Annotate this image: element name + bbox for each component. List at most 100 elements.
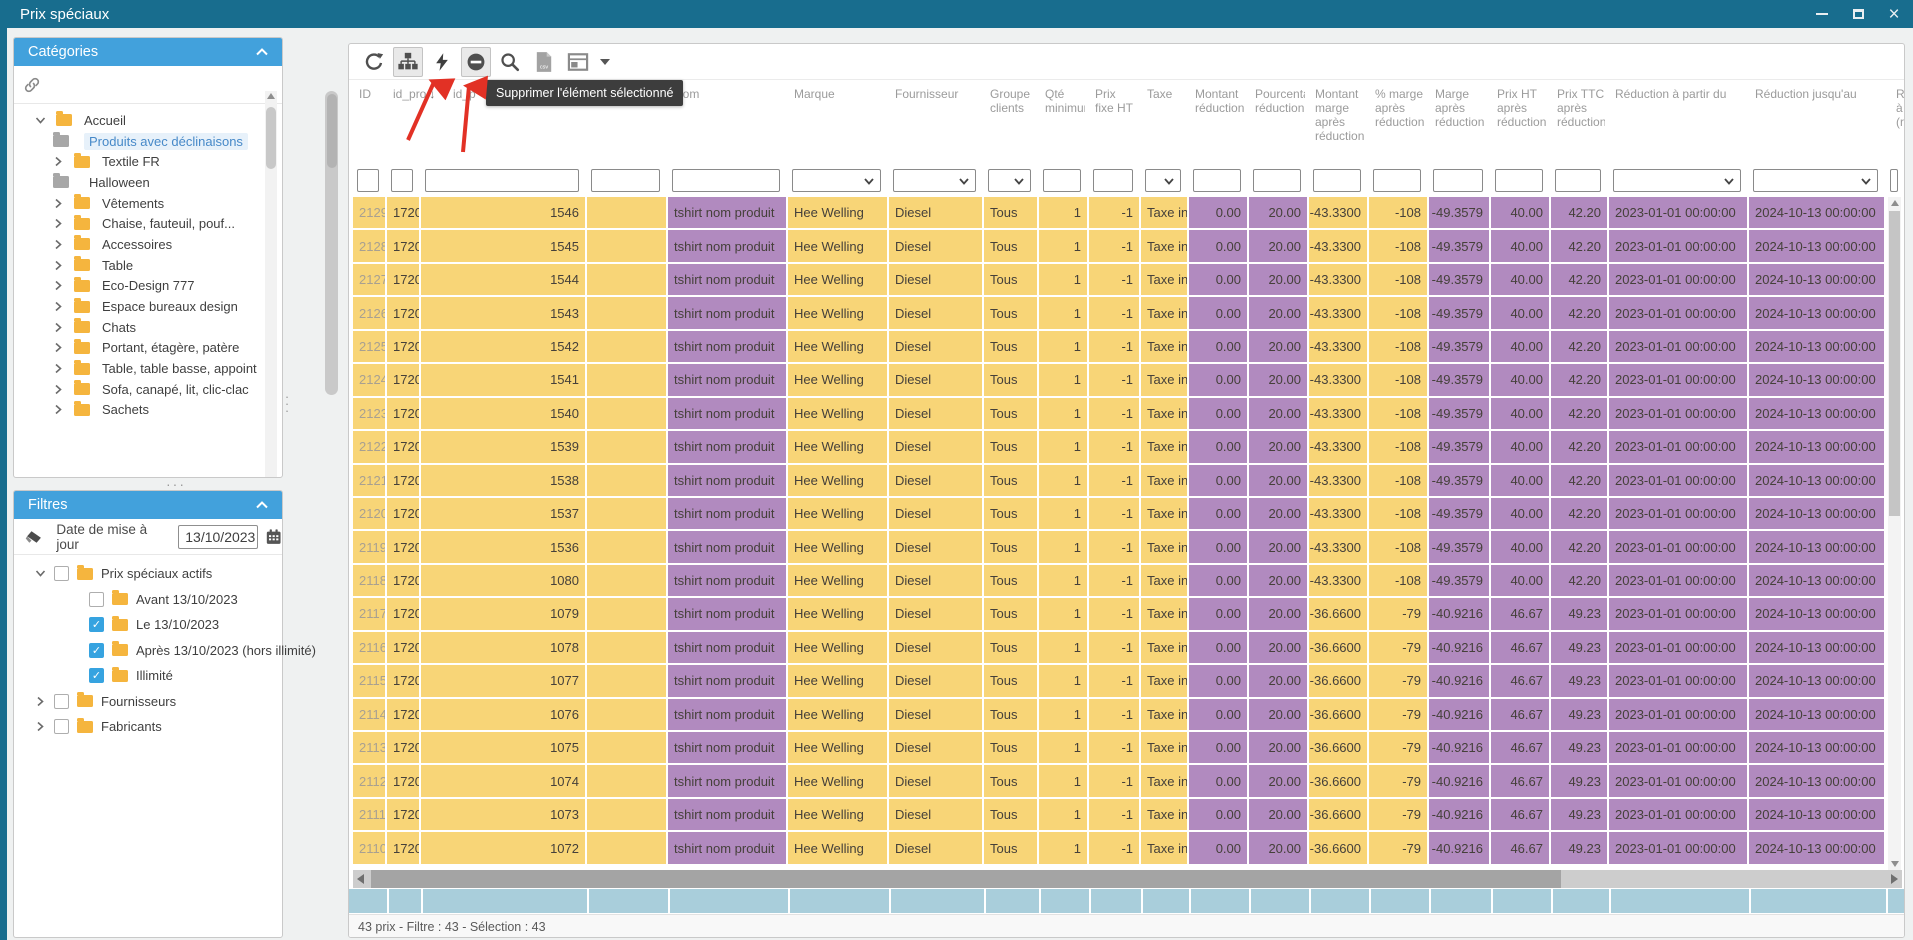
- column-filter-input-16[interactable]: [1495, 169, 1543, 192]
- column-header-19[interactable]: Réduction jusqu'au: [1755, 87, 1857, 101]
- category-item-2[interactable]: Textile FR: [52, 151, 282, 172]
- category-item-3[interactable]: Halloween: [52, 172, 282, 193]
- collapse-up-icon[interactable]: [256, 48, 268, 56]
- column-filter-input-14[interactable]: [1373, 169, 1421, 192]
- filter-text-input[interactable]: [1094, 170, 1132, 191]
- filter-text-input[interactable]: [426, 170, 578, 191]
- filter-text-input[interactable]: [1891, 170, 1899, 191]
- link-icon[interactable]: [23, 76, 41, 94]
- column-filter-input-9[interactable]: [1093, 169, 1133, 192]
- table-row-2115[interactable]: 2115 1720 1077 tshirt nom produit Hee Wellin…: [353, 665, 1886, 699]
- date-input[interactable]: 13/10/2023: [178, 524, 258, 549]
- close-button[interactable]: ×: [1883, 3, 1905, 25]
- table-row-2127[interactable]: 2127 1720 1544 tshirt nom produit Hee Wellin…: [353, 263, 1886, 298]
- table-row-2119[interactable]: 2119 1720 1536 tshirt nom produit Hee Wellin…: [353, 531, 1886, 565]
- expander[interactable]: [52, 259, 65, 272]
- category-item-6[interactable]: Accessoires: [52, 234, 282, 255]
- filter-text-input[interactable]: [1374, 170, 1420, 191]
- table-row-2114[interactable]: 2114 1720 1076 tshirt nom produit Hee Wellin…: [353, 698, 1886, 732]
- category-item-8[interactable]: Eco-Design 777: [52, 276, 282, 297]
- filter-text-input[interactable]: [1044, 170, 1080, 191]
- table-row-2124[interactable]: 2124 1720 1541 tshirt nom produit Hee Wellin…: [353, 364, 1886, 398]
- expander[interactable]: [52, 383, 65, 396]
- column-header-1[interactable]: id_pro ↓: [393, 87, 436, 101]
- category-item-14[interactable]: Sachets: [52, 400, 282, 421]
- filter-checkbox[interactable]: ✓: [89, 642, 104, 658]
- column-filter-input-13[interactable]: [1313, 169, 1361, 192]
- column-filter-input-2[interactable]: [425, 169, 579, 192]
- expander[interactable]: [34, 567, 47, 580]
- expander[interactable]: [52, 155, 65, 168]
- expander[interactable]: [52, 362, 65, 375]
- expander[interactable]: [52, 341, 65, 354]
- filter-item-3[interactable]: ✓ Après 13/10/2023 (hors illimité): [89, 638, 316, 664]
- filter-item-4[interactable]: ✓ Illimité: [89, 663, 282, 689]
- column-header-7[interactable]: Groupe clients: [990, 87, 1031, 115]
- filter-item-6[interactable]: Fabricants: [34, 714, 282, 740]
- column-filter-select-19[interactable]: [1753, 169, 1878, 192]
- grid-vertical-scrollbar[interactable]: [1888, 197, 1901, 870]
- table-row-2121[interactable]: 2121 1720 1538 tshirt nom produit Hee Wellin…: [353, 464, 1886, 498]
- column-header-13[interactable]: Montant marge après réduction: [1315, 87, 1365, 143]
- filters-panel-header[interactable]: Filtres: [14, 491, 282, 519]
- column-filter-select-10[interactable]: [1145, 169, 1181, 192]
- expander[interactable]: [52, 238, 65, 251]
- filter-checkbox[interactable]: ✓: [89, 617, 104, 633]
- filter-text-input[interactable]: [392, 170, 412, 191]
- filter-checkbox[interactable]: [54, 719, 69, 735]
- column-filter-input-11[interactable]: [1193, 169, 1241, 192]
- table-row-2117[interactable]: 2117 1720 1079 tshirt nom produit Hee Wellin…: [353, 598, 1886, 632]
- search-button[interactable]: [495, 47, 525, 77]
- column-filter-input-0[interactable]: [357, 169, 379, 192]
- refresh-button[interactable]: [359, 47, 389, 77]
- filter-text-input[interactable]: [592, 170, 659, 191]
- column-filter-input-15[interactable]: [1433, 169, 1483, 192]
- expander[interactable]: [34, 114, 47, 127]
- column-header-9[interactable]: Prix fixe HT: [1095, 87, 1134, 115]
- column-header-15[interactable]: Marge après réduction: [1435, 87, 1485, 129]
- column-header-20[interactable]: R à (r: [1896, 87, 1905, 129]
- category-item-0[interactable]: Accueil: [34, 110, 282, 131]
- table-row-2128[interactable]: 2128 1720 1545 tshirt nom produit Hee Wellin…: [353, 230, 1886, 264]
- table-row-2110[interactable]: 2110 1720 1072 tshirt nom produit Hee Wellin…: [353, 832, 1886, 866]
- column-filter-select-5[interactable]: [792, 169, 881, 192]
- expander[interactable]: [34, 720, 47, 733]
- column-header-8[interactable]: Qté minimum: [1045, 87, 1085, 115]
- sidebar-scrollbar[interactable]: [325, 91, 338, 395]
- panel-splitter-vertical[interactable]: · · ·: [284, 389, 290, 418]
- column-filter-input-4[interactable]: [672, 169, 780, 192]
- category-item-9[interactable]: Espace bureaux design: [52, 296, 282, 317]
- column-filter-input-3[interactable]: [591, 169, 660, 192]
- filter-text-input[interactable]: [1556, 170, 1600, 191]
- column-header-0[interactable]: ID: [359, 87, 371, 101]
- column-header-17[interactable]: Prix TTC après réduction: [1557, 87, 1605, 129]
- column-filter-select-6[interactable]: [893, 169, 976, 192]
- filter-text-input[interactable]: [1314, 170, 1360, 191]
- filter-text-input[interactable]: [1254, 170, 1300, 191]
- categories-scrollbar[interactable]: [265, 91, 277, 477]
- grid-horizontal-scrollbar[interactable]: [353, 870, 1902, 888]
- filter-checkbox[interactable]: [89, 591, 104, 607]
- table-row-2118[interactable]: 2118 1720 1080 tshirt nom produit Hee Wellin…: [353, 564, 1886, 599]
- column-filter-input-17[interactable]: [1555, 169, 1601, 192]
- delete-selected-button[interactable]: [461, 46, 491, 77]
- quick-edit-button[interactable]: [427, 47, 457, 77]
- table-row-2111[interactable]: 2111 1720 1073 tshirt nom produit Hee Wellin…: [353, 798, 1886, 833]
- category-item-4[interactable]: Vêtements: [52, 193, 282, 214]
- column-header-4[interactable]: Nom: [674, 87, 700, 101]
- column-filter-select-18[interactable]: [1613, 169, 1741, 192]
- filter-text-input[interactable]: [1496, 170, 1542, 191]
- expander[interactable]: [52, 197, 65, 210]
- expander[interactable]: [34, 695, 47, 708]
- column-header-11[interactable]: Montant réduction: [1195, 87, 1245, 115]
- expander[interactable]: [52, 217, 65, 230]
- table-row-2129[interactable]: 2129 1720 1546 tshirt nom produit Hee Wellin…: [353, 197, 1886, 231]
- category-item-13[interactable]: Sofa, canapé, lit, clic-clac: [52, 379, 282, 400]
- filter-checkbox[interactable]: ✓: [89, 668, 104, 684]
- minimize-button[interactable]: [1811, 3, 1833, 25]
- category-item-10[interactable]: Chats: [52, 317, 282, 338]
- category-item-11[interactable]: Portant, étagère, patère: [52, 338, 282, 359]
- table-row-2123[interactable]: 2123 1720 1540 tshirt nom produit Hee Wellin…: [353, 397, 1886, 432]
- maximize-button[interactable]: [1847, 3, 1869, 25]
- filter-item-0[interactable]: Prix spéciaux actifs: [34, 561, 282, 587]
